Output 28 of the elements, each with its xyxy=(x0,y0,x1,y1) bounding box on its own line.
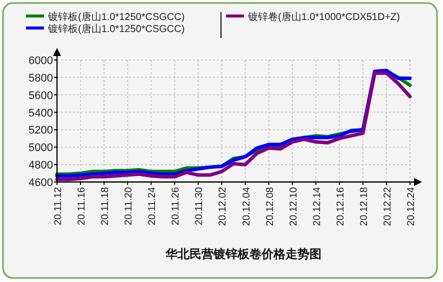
x-tick-label: 20.12.18 xyxy=(358,186,370,226)
y-tick-label: 4600 xyxy=(28,177,53,189)
x-tick-label: 20.11.24 xyxy=(147,186,158,226)
x-tick-label: 20.12.14 xyxy=(312,186,323,226)
x-tick-label: 20.11.20 xyxy=(124,186,135,226)
x-tick-label: 20.11.26 xyxy=(170,186,182,226)
y-tick-label: 6000 xyxy=(28,55,53,67)
x-tick-label: 20.12.16 xyxy=(335,186,346,226)
x-tick-label: 20.12.24 xyxy=(406,186,417,226)
y-tick-label: 5200 xyxy=(28,124,53,137)
y-tick-label: 5600 xyxy=(28,90,53,102)
x-tick-label: 20.11.30 xyxy=(194,186,206,226)
x-tick-label: 20.12.02 xyxy=(218,186,229,226)
x-tick-label: 20.11.18 xyxy=(100,186,112,226)
y-tick-label: 5800 xyxy=(28,72,53,84)
x-tick-label: 20.11.16 xyxy=(76,186,88,226)
y-tick-label: 5000 xyxy=(28,142,53,154)
legend-label: 镀锌板(唐山1.0*1250*CSGCC) xyxy=(47,11,185,23)
x-tick-label: 20.12.08 xyxy=(264,186,276,226)
legend-label: 镀锌卷(唐山1.0*1000*CDX51D+Z) xyxy=(247,11,400,23)
x-tick-label: 20.12.10 xyxy=(288,186,300,226)
x-tick-label: 20.11.12 xyxy=(53,186,64,226)
legend-label: 镀锌板(唐山1.0*1250*CSGCC) xyxy=(47,23,185,35)
y-tick-label: 4800 xyxy=(28,160,53,172)
text: 华北民营镀锌板卷价格走势图 xyxy=(164,247,322,261)
x-tick-label: 20.12.04 xyxy=(241,186,252,226)
x-tick-label: 20.12.22 xyxy=(382,186,394,226)
y-tick-label: 5400 xyxy=(28,107,53,120)
